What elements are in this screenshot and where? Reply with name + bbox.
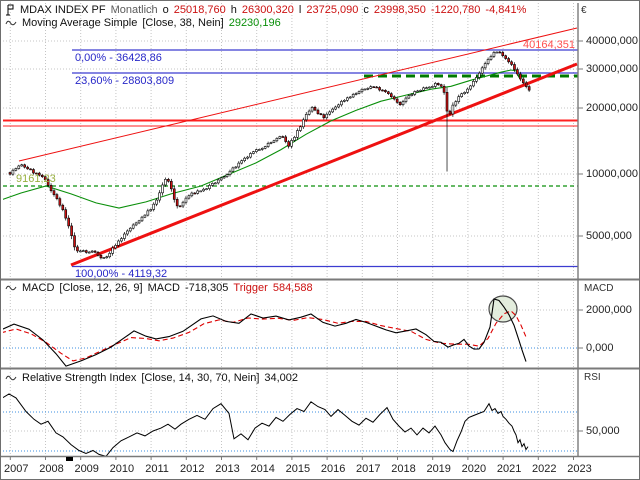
- support-value-label: 9161,23: [16, 173, 56, 185]
- close-letter: c: [363, 4, 369, 16]
- price-tick-label: 30000,000: [586, 63, 638, 75]
- macd-legend: MACD [Close, 12, 26, 9] MACD -718,305 Tr…: [5, 282, 313, 294]
- year-label: 2015: [285, 463, 311, 475]
- year-label: 2010: [109, 463, 135, 475]
- trigger-label: Trigger: [233, 282, 268, 294]
- rsi-value: 34,002: [264, 372, 299, 384]
- year-label: 2008: [39, 463, 64, 475]
- fib-label-236: 23,60% - 28803,809: [75, 75, 175, 87]
- year-label: 2013: [215, 463, 240, 475]
- macd-name: MACD: [22, 282, 55, 294]
- year-label: 2011: [145, 463, 169, 475]
- main-legend: MDAX INDEX PF Monatlich o 25018,760 h 26…: [5, 4, 526, 16]
- timeframe-label: Monatlich: [110, 4, 158, 16]
- wave-icon: [5, 373, 17, 383]
- instrument-marker-icon: [5, 4, 15, 16]
- low-letter: l: [298, 4, 302, 16]
- rsi-params: [Close, 14, 30, 70, Nein]: [141, 372, 260, 384]
- rsi-axis-title: RSI: [584, 372, 601, 383]
- fib-label-0: 0,00% - 36428,86: [75, 52, 162, 64]
- year-label: 2019: [426, 463, 451, 475]
- fib-label-100: 100,00% - 4119,32: [75, 268, 168, 280]
- high-letter: h: [230, 4, 237, 16]
- macd-value: -718,305: [184, 282, 229, 294]
- wave-icon: [5, 18, 17, 28]
- price-tick-label: 5000,000: [586, 230, 632, 242]
- high-value: 26300,320: [241, 4, 294, 16]
- rsi-tick-label: 50,000: [586, 425, 620, 437]
- macd-tick-label: 2000,000: [586, 304, 632, 316]
- year-label: 2009: [74, 463, 99, 475]
- close-value: 23998,350: [373, 4, 426, 16]
- ma-value: 29230,196: [228, 17, 281, 29]
- trendline-value-label: 40164,351: [523, 39, 575, 51]
- trigger-value: 584,588: [272, 282, 313, 294]
- price-axis-currency: €: [581, 5, 587, 16]
- year-label: 2014: [250, 463, 275, 475]
- price-tick-label: 20000,000: [586, 102, 638, 114]
- year-label: 2007: [4, 463, 29, 475]
- change-percent: -4,841%: [485, 4, 527, 16]
- year-label: 2017: [356, 463, 381, 475]
- wave-icon: [5, 283, 17, 293]
- year-label: 2018: [391, 463, 416, 475]
- year-label: 2016: [320, 463, 346, 475]
- rsi-legend: Relative Strength Index [Close, 14, 30, …: [5, 372, 298, 384]
- price-tick-label: 10000,000: [586, 168, 638, 180]
- year-label: 2012: [180, 463, 205, 475]
- open-value: 25018,760: [173, 4, 226, 16]
- year-label: 2021: [496, 463, 522, 475]
- year-label: 2020: [461, 463, 487, 475]
- macd-value-label: MACD: [147, 282, 180, 294]
- macd-tick-label: 0,000: [586, 342, 614, 354]
- year-label: 2023: [567, 463, 592, 475]
- change-absolute: -1220,780: [430, 4, 481, 16]
- year-label: 2022: [532, 463, 557, 475]
- macd-params: [Close, 12, 26, 9]: [59, 282, 143, 294]
- rsi-name: Relative Strength Index: [22, 372, 137, 384]
- instrument-title: MDAX INDEX PF: [20, 4, 106, 16]
- ma-legend: Moving Average Simple [Close, 38, Nein] …: [5, 17, 281, 29]
- macd-axis-title: MACD: [584, 283, 614, 294]
- ma-name: Moving Average Simple: [22, 17, 138, 29]
- low-value: 23725,090: [306, 4, 359, 16]
- price-tick-label: 40000,000: [586, 35, 638, 47]
- open-letter: o: [162, 4, 169, 16]
- ma-params: [Close, 38, Nein]: [142, 17, 224, 29]
